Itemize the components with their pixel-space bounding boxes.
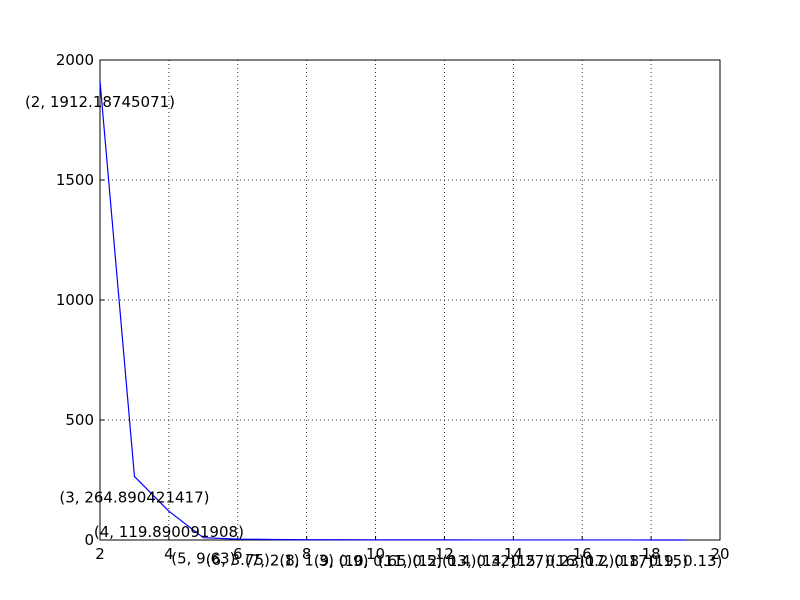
point-annotation: (19, 0.13)	[649, 552, 723, 570]
point-annotation: (16, 0.2)	[550, 552, 614, 570]
y-tick-label: 0	[84, 531, 94, 549]
x-tick-label: 8	[302, 545, 312, 563]
point-annotation: (11, 0.5)	[378, 552, 442, 570]
x-tick-label: 14	[504, 545, 523, 563]
point-annotation: (15, 0.23)	[511, 552, 585, 570]
line	[99, 81, 686, 541]
point-annotation: (8, 1.3)	[279, 552, 334, 570]
x-tick-label: 16	[573, 545, 592, 563]
point-annotation: (6, 3.75)	[206, 551, 270, 569]
point-annotation: (2, 1912.18745071)	[25, 93, 175, 111]
point-annotation: (10, 0.65)	[339, 552, 413, 570]
x-tick-label: 10	[366, 545, 385, 563]
y-tick-label: 500	[65, 411, 94, 429]
x-tick-label: 6	[233, 545, 243, 563]
point-annotation: (7, 2.1)	[245, 551, 300, 569]
x-tick-label: 20	[710, 545, 729, 563]
x-tick-label: 18	[642, 545, 661, 563]
point-annotation: (17, 0.17)	[580, 552, 654, 570]
point-annotation: (5, 9.63)	[171, 550, 235, 568]
point-annotation: (14, 0.27)	[476, 552, 550, 570]
point-annotation: (4, 119.890091908)	[94, 523, 244, 541]
point-annotation: (3, 264.890421417)	[59, 488, 209, 506]
point-annotation: (9, 0.9)	[314, 552, 369, 570]
x-tick-label: 2	[95, 545, 105, 563]
x-tick-label: 12	[435, 545, 454, 563]
y-tick-label: 1000	[56, 291, 94, 309]
point-annotation: (18, 0.15)	[614, 552, 688, 570]
y-tick-label: 2000	[56, 51, 94, 69]
point-annotation: (12, 0.4)	[412, 552, 476, 570]
point-annotation: (13, 0.32)	[442, 552, 516, 570]
y-tick-label: 1500	[56, 171, 94, 189]
x-tick-label: 4	[164, 545, 174, 563]
